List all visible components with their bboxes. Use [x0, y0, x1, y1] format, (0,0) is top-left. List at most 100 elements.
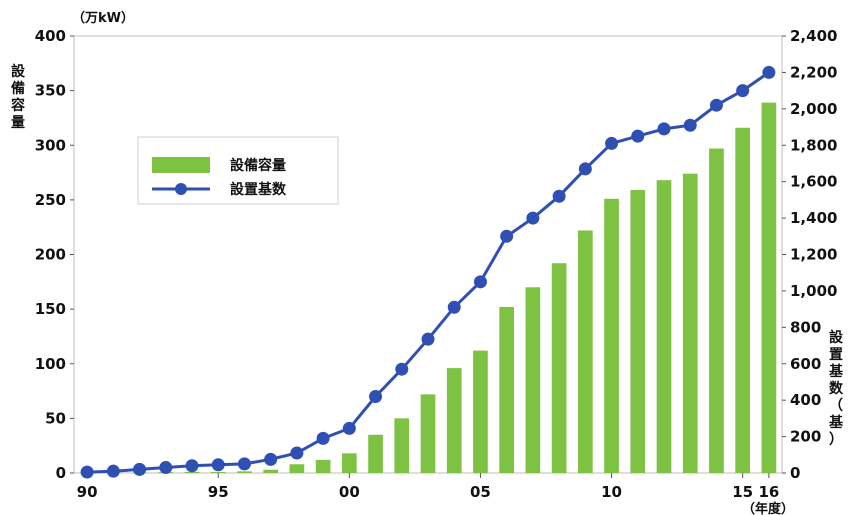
bar-capacity — [604, 198, 619, 473]
bar-capacity — [630, 190, 646, 474]
bar-capacity — [263, 469, 279, 473]
bar-capacity — [446, 368, 462, 473]
y-right-title-glyph: ） — [829, 432, 843, 448]
y-left-tick-label: 300 — [35, 136, 66, 154]
y-right-tick-label: 1,800 — [790, 136, 837, 154]
y-left-tick-label: 250 — [35, 191, 66, 209]
bar-capacity — [368, 434, 383, 473]
point-installations — [369, 390, 383, 404]
y-left-tick-label: 200 — [35, 246, 66, 264]
point-installations — [631, 129, 645, 143]
point-installations — [473, 275, 487, 289]
point-installations — [709, 98, 723, 112]
point-installations — [578, 162, 592, 176]
point-installations — [657, 122, 671, 136]
bar-capacity — [551, 263, 567, 473]
legend: 設備容量 設置基数 — [137, 136, 339, 205]
bar-capacity — [525, 287, 541, 473]
point-installations — [736, 84, 750, 98]
y-right-tick-label: 1,600 — [790, 173, 837, 191]
legend-marker — [175, 183, 187, 195]
legend-box — [137, 136, 339, 205]
bar-capacity — [656, 180, 672, 473]
point-installations — [395, 362, 409, 376]
y-left-tick-label: 100 — [35, 355, 66, 373]
point-installations — [264, 452, 278, 466]
bar-capacity — [577, 230, 593, 473]
point-installations — [421, 332, 435, 346]
y-right-tick-label: 1,000 — [790, 282, 837, 300]
legend-swatch-bar — [152, 157, 210, 173]
y-left-title-glyph: 設 — [11, 63, 26, 80]
point-installations — [552, 189, 566, 203]
point-installations — [211, 458, 225, 472]
point-installations — [500, 229, 514, 243]
bar-capacity — [184, 471, 200, 473]
bar-capacity — [682, 173, 698, 473]
point-installations — [683, 118, 697, 132]
point-installations — [106, 464, 120, 478]
y-right-tick-label: 400 — [790, 391, 821, 409]
y-left-title-glyph: 備 — [11, 80, 25, 97]
point-installations — [447, 300, 461, 314]
point-installations — [159, 461, 173, 475]
y-axis-right-title: 設置基数（基） — [829, 329, 844, 448]
x-tick-label: 05 — [470, 483, 491, 501]
y-right-tick-label: 1,200 — [790, 246, 837, 264]
bar-capacity — [420, 394, 436, 473]
y-axis-left-title: 設備容量 — [10, 63, 26, 131]
y-left-title-glyph: 容 — [10, 97, 25, 114]
axes: 05010015020025030035040002004006008001,0… — [35, 27, 838, 501]
point-installations — [290, 446, 304, 460]
y-left-tick-label: 50 — [45, 409, 66, 427]
line-series — [80, 65, 776, 479]
y-left-tick-label: 150 — [35, 300, 66, 318]
y-left-tick-label: 350 — [35, 82, 66, 100]
bar-capacity — [761, 102, 777, 473]
x-tick-label: 10 — [601, 483, 622, 501]
y-right-tick-label: 800 — [790, 318, 821, 336]
point-installations — [316, 431, 330, 445]
y-right-title-glyph: 設 — [829, 329, 844, 346]
point-installations — [762, 65, 776, 79]
point-installations — [133, 462, 147, 476]
y-right-tick-label: 2,200 — [790, 63, 837, 81]
y-right-tick-label: 200 — [790, 428, 821, 446]
legend-label-count: 設置基数 — [230, 181, 287, 198]
bar-capacity — [210, 471, 226, 473]
y-right-tick-label: 1,400 — [790, 209, 837, 227]
bar-capacity — [473, 350, 488, 473]
bar-capacity — [735, 127, 751, 474]
y-right-tick-label: 2,400 — [790, 27, 837, 45]
y-right-title-glyph: （ — [829, 398, 843, 414]
bar-series — [79, 102, 777, 474]
y-left-tick-label: 400 — [35, 27, 66, 45]
left-unit-label: （万kW） — [72, 10, 134, 26]
x-tick-label: 00 — [339, 483, 360, 501]
y-right-title-glyph: 置 — [829, 346, 843, 363]
bar-capacity — [394, 418, 410, 473]
x-tick-label: 90 — [77, 483, 98, 501]
x-tick-label: 95 — [208, 483, 229, 501]
point-installations — [605, 136, 619, 150]
y-left-title-glyph: 量 — [11, 115, 25, 131]
bar-capacity — [289, 464, 305, 473]
bottom-unit-label: （年度） — [742, 501, 794, 515]
point-installations — [526, 211, 540, 225]
x-tick-label: 16 — [758, 483, 779, 501]
y-right-tick-label: 2,000 — [790, 100, 837, 118]
bar-capacity — [499, 306, 515, 473]
legend-label-capacity: 設備容量 — [230, 157, 286, 174]
y-left-tick-label: 0 — [56, 464, 66, 482]
y-right-title-glyph: 基 — [829, 414, 844, 431]
y-right-tick-label: 600 — [790, 355, 821, 373]
bar-capacity — [315, 459, 331, 473]
bar-capacity — [341, 453, 357, 473]
point-installations — [185, 459, 199, 473]
bar-capacity — [237, 471, 252, 473]
point-installations — [80, 465, 94, 479]
point-installations — [237, 457, 251, 471]
y-right-tick-label: 0 — [790, 464, 800, 482]
bar-capacity — [709, 148, 724, 473]
